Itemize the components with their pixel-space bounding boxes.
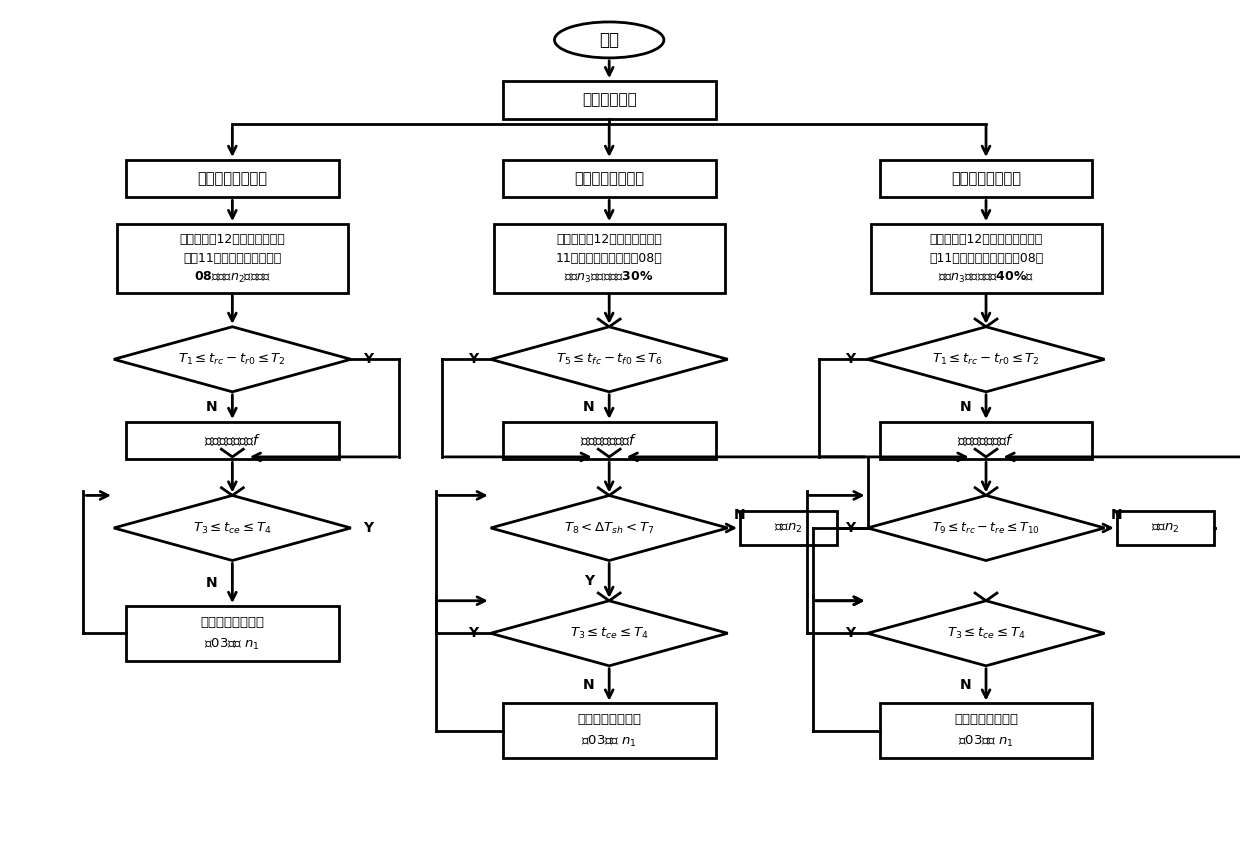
Text: 选择工作模式: 选择工作模式 xyxy=(582,93,636,107)
Bar xyxy=(503,81,715,119)
Text: 调整第一电子膨胀: 调整第一电子膨胀 xyxy=(201,616,264,629)
Bar xyxy=(879,160,1092,198)
Text: 仅高温蒸发器工作: 仅高温蒸发器工作 xyxy=(197,171,268,186)
Bar xyxy=(879,422,1092,460)
Text: 机11，打开高温换热风机08，: 机11，打开高温换热风机08， xyxy=(929,252,1043,265)
Text: $T_1 \leq t_{rc}-t_{r0} \leq T_2$: $T_1 \leq t_{rc}-t_{r0} \leq T_2$ xyxy=(932,351,1040,367)
Text: N: N xyxy=(206,399,218,414)
Text: Y: Y xyxy=(846,626,856,640)
Text: Y: Y xyxy=(363,352,373,366)
Bar xyxy=(503,422,715,460)
Text: N: N xyxy=(583,678,595,691)
Text: 阈03开度 $n_1$: 阈03开度 $n_1$ xyxy=(959,734,1014,749)
Text: 调整压缩机频率$f$: 调整压缩机频率$f$ xyxy=(203,433,262,448)
Text: N: N xyxy=(734,509,745,522)
Text: 打开电磁阈12及低温换热风机: 打开电磁阈12及低温换热风机 xyxy=(557,233,662,246)
Text: 两蒸发器同时工作: 两蒸发器同时工作 xyxy=(951,171,1021,186)
Bar xyxy=(870,224,1101,293)
Text: N: N xyxy=(1111,509,1122,522)
Text: $T_3 \leq t_{ce} \leq T_4$: $T_3 \leq t_{ce} \leq T_4$ xyxy=(946,625,1025,641)
Bar xyxy=(126,160,339,198)
Bar xyxy=(117,224,348,293)
Text: N: N xyxy=(960,399,971,414)
Bar xyxy=(494,224,724,293)
Text: 调整压缩机频率$f$: 调整压缩机频率$f$ xyxy=(957,433,1014,448)
Text: Y: Y xyxy=(469,352,479,366)
Text: 调节$n_2$: 调节$n_2$ xyxy=(774,521,802,534)
Text: Y: Y xyxy=(469,626,479,640)
Bar xyxy=(126,422,339,460)
Text: 调节$n_3$至满开度的40%；: 调节$n_3$至满开度的40%； xyxy=(937,270,1034,284)
Text: 阈03开度 $n_1$: 阈03开度 $n_1$ xyxy=(582,734,637,749)
Text: 调整压缩机频率$f$: 调整压缩机频率$f$ xyxy=(580,433,637,448)
Text: $T_5 \leq t_{fc}-t_{f0} \leq T_6$: $T_5 \leq t_{fc}-t_{f0} \leq T_6$ xyxy=(556,351,662,367)
Bar xyxy=(503,160,715,198)
Bar xyxy=(503,704,715,758)
Text: 调节$n_2$: 调节$n_2$ xyxy=(1151,521,1179,534)
Text: Y: Y xyxy=(584,574,595,588)
Text: 调节$n_3$至满开度的30%: 调节$n_3$至满开度的30% xyxy=(564,270,653,284)
Text: 打开电磁阈12，打开低温换热风: 打开电磁阈12，打开低温换热风 xyxy=(930,233,1043,246)
Bar xyxy=(1117,511,1214,545)
Text: N: N xyxy=(960,678,971,691)
Text: 开始: 开始 xyxy=(599,31,619,49)
Text: $T_3 \leq t_{ce} \leq T_4$: $T_3 \leq t_{ce} \leq T_4$ xyxy=(193,521,272,535)
Text: 阈03开度 $n_1$: 阈03开度 $n_1$ xyxy=(205,637,260,652)
Text: 关闭电磁阈12，关闭低温换热: 关闭电磁阈12，关闭低温换热 xyxy=(180,233,285,246)
Text: 仅低温蒸发器工作: 仅低温蒸发器工作 xyxy=(574,171,645,186)
Text: 调整第一电子膨胀: 调整第一电子膨胀 xyxy=(954,714,1018,727)
Text: N: N xyxy=(206,576,218,590)
Text: N: N xyxy=(583,399,595,414)
Bar xyxy=(740,511,837,545)
Text: $T_9 \leq t_{rc}-t_{re} \leq T_{10}$: $T_9 \leq t_{rc}-t_{re} \leq T_{10}$ xyxy=(932,521,1040,535)
Text: 调整第一电子膨胀: 调整第一电子膨胀 xyxy=(577,714,641,727)
Text: $T_8 < \Delta T_{sh} < T_7$: $T_8 < \Delta T_{sh} < T_7$ xyxy=(564,521,655,535)
Text: $T_1 \leq t_{rc}-t_{r0} \leq T_2$: $T_1 \leq t_{rc}-t_{r0} \leq T_2$ xyxy=(179,351,286,367)
Text: 08，调节$n_2$至满开度: 08，调节$n_2$至满开度 xyxy=(193,270,272,284)
Text: Y: Y xyxy=(846,521,856,535)
Text: Y: Y xyxy=(363,521,373,535)
Text: Y: Y xyxy=(846,352,856,366)
Bar xyxy=(879,704,1092,758)
Text: 11，关闭高温换热风机08，: 11，关闭高温换热风机08， xyxy=(556,252,662,265)
Text: 风机11，打开高温换热风机: 风机11，打开高温换热风机 xyxy=(184,252,281,265)
Bar xyxy=(126,606,339,661)
Text: $T_3 \leq t_{ce} \leq T_4$: $T_3 \leq t_{ce} \leq T_4$ xyxy=(570,625,649,641)
